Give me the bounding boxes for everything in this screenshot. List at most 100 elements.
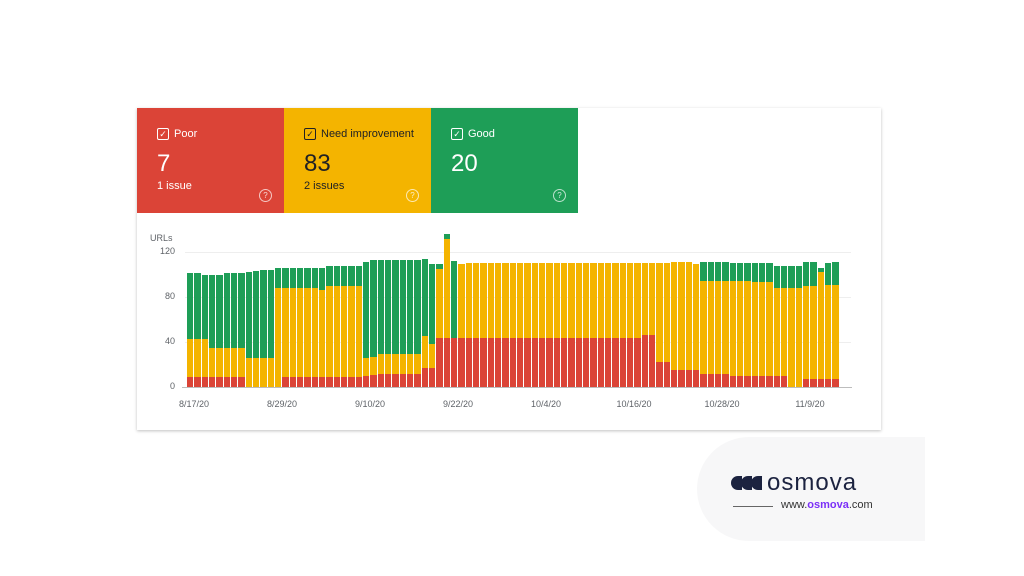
bar[interactable]	[729, 108, 736, 387]
bar[interactable]	[751, 108, 758, 387]
bar[interactable]	[649, 108, 656, 387]
bar[interactable]	[480, 108, 487, 387]
bar[interactable]	[458, 108, 465, 387]
bar[interactable]	[209, 108, 216, 387]
bar[interactable]	[597, 108, 604, 387]
checkbox-icon[interactable]: ✓	[451, 128, 463, 140]
bar[interactable]	[267, 108, 274, 387]
bar[interactable]	[421, 108, 428, 387]
bar[interactable]	[531, 108, 538, 387]
bar[interactable]	[832, 108, 839, 387]
bar[interactable]	[663, 108, 670, 387]
help-icon[interactable]: ?	[553, 189, 566, 202]
bar[interactable]	[656, 108, 663, 387]
core-web-vitals-card: ✓ Poor 7 1 issue ? ✓ Need improvement 83 2…	[137, 108, 881, 430]
bar[interactable]	[487, 108, 494, 387]
tile-need-improvement[interactable]: ✓ Need improvement 83 2 issues ?	[284, 108, 431, 213]
bar[interactable]	[612, 108, 619, 387]
brand-url[interactable]: www.osmova.com	[781, 499, 873, 511]
bar[interactable]	[414, 108, 421, 387]
bar[interactable]	[575, 108, 582, 387]
bar[interactable]	[429, 108, 436, 387]
bar[interactable]	[473, 108, 480, 387]
bar[interactable]	[737, 108, 744, 387]
bar[interactable]	[568, 108, 575, 387]
bar[interactable]	[517, 108, 524, 387]
bar[interactable]	[539, 108, 546, 387]
bar[interactable]	[355, 108, 362, 387]
bar[interactable]	[495, 108, 502, 387]
bar[interactable]	[341, 108, 348, 387]
bar[interactable]	[194, 108, 201, 387]
bar[interactable]	[311, 108, 318, 387]
bar[interactable]	[817, 108, 824, 387]
bar[interactable]	[319, 108, 326, 387]
bar[interactable]	[333, 108, 340, 387]
bar[interactable]	[744, 108, 751, 387]
bar[interactable]	[282, 108, 289, 387]
bar[interactable]	[370, 108, 377, 387]
bar[interactable]	[465, 108, 472, 387]
bar[interactable]	[297, 108, 304, 387]
bar[interactable]	[627, 108, 634, 387]
bar[interactable]	[201, 108, 208, 387]
bar[interactable]	[722, 108, 729, 387]
bar[interactable]	[216, 108, 223, 387]
bar[interactable]	[231, 108, 238, 387]
bar[interactable]	[678, 108, 685, 387]
bar[interactable]	[561, 108, 568, 387]
bar[interactable]	[781, 108, 788, 387]
checkbox-icon[interactable]: ✓	[304, 128, 316, 140]
bar[interactable]	[377, 108, 384, 387]
bar[interactable]	[773, 108, 780, 387]
bar[interactable]	[641, 108, 648, 387]
bar[interactable]	[260, 108, 267, 387]
bar[interactable]	[348, 108, 355, 387]
bar[interactable]	[759, 108, 766, 387]
bar[interactable]	[245, 108, 252, 387]
bar[interactable]	[671, 108, 678, 387]
bar[interactable]	[443, 108, 450, 387]
bar[interactable]	[766, 108, 773, 387]
bar[interactable]	[803, 108, 810, 387]
bar[interactable]	[700, 108, 707, 387]
bar[interactable]	[553, 108, 560, 387]
bar[interactable]	[810, 108, 817, 387]
bar[interactable]	[590, 108, 597, 387]
bar[interactable]	[436, 108, 443, 387]
bar[interactable]	[451, 108, 458, 387]
bar[interactable]	[253, 108, 260, 387]
tile-poor[interactable]: ✓ Poor 7 1 issue ?	[137, 108, 284, 213]
bar[interactable]	[546, 108, 553, 387]
bar[interactable]	[715, 108, 722, 387]
bar[interactable]	[634, 108, 641, 387]
bar[interactable]	[399, 108, 406, 387]
bar[interactable]	[385, 108, 392, 387]
bar[interactable]	[223, 108, 230, 387]
bar[interactable]	[788, 108, 795, 387]
bar[interactable]	[707, 108, 714, 387]
bar[interactable]	[825, 108, 832, 387]
bar[interactable]	[693, 108, 700, 387]
bar[interactable]	[605, 108, 612, 387]
help-icon[interactable]: ?	[259, 189, 272, 202]
tile-good[interactable]: ✓ Good 20 ?	[431, 108, 578, 213]
bar[interactable]	[289, 108, 296, 387]
bar[interactable]	[238, 108, 245, 387]
bar[interactable]	[583, 108, 590, 387]
bar[interactable]	[509, 108, 516, 387]
checkbox-icon[interactable]: ✓	[157, 128, 169, 140]
bar[interactable]	[304, 108, 311, 387]
bar[interactable]	[392, 108, 399, 387]
bar[interactable]	[502, 108, 509, 387]
bar[interactable]	[685, 108, 692, 387]
bar[interactable]	[187, 108, 194, 387]
bar[interactable]	[795, 108, 802, 387]
bar[interactable]	[619, 108, 626, 387]
bar[interactable]	[407, 108, 414, 387]
bar[interactable]	[363, 108, 370, 387]
bar[interactable]	[524, 108, 531, 387]
bar[interactable]	[275, 108, 282, 387]
bar[interactable]	[326, 108, 333, 387]
help-icon[interactable]: ?	[406, 189, 419, 202]
